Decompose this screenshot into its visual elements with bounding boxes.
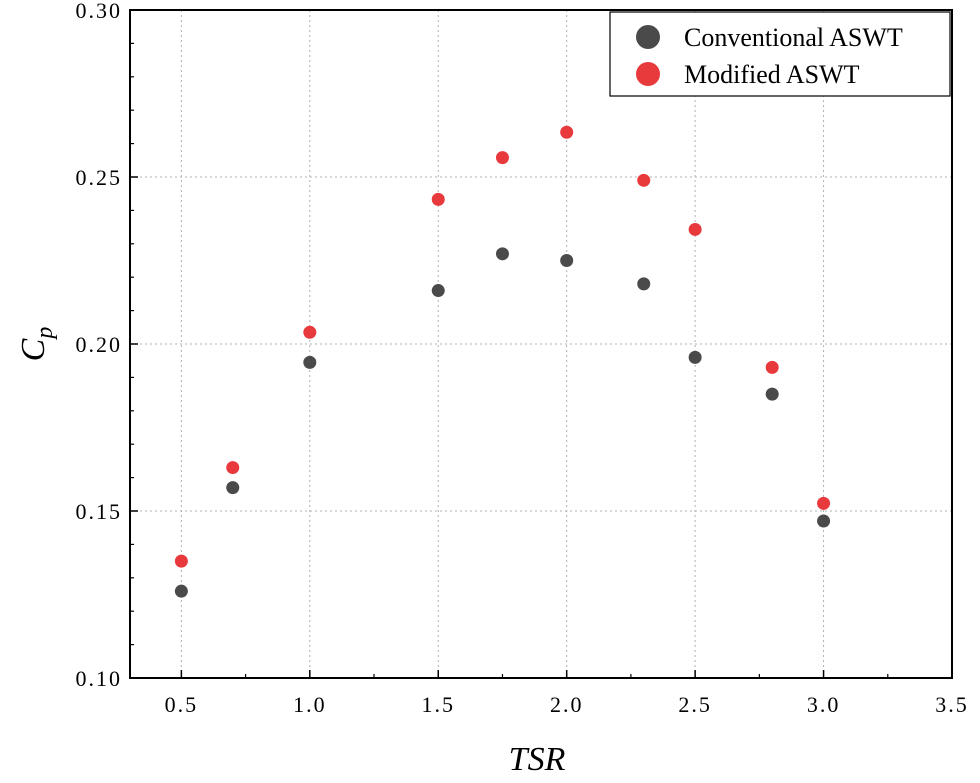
x-tick-label: 3.5 xyxy=(935,692,969,717)
legend-box xyxy=(609,11,951,97)
modified-point xyxy=(765,360,779,374)
x-tick-label: 1.0 xyxy=(293,692,327,717)
legend-marker-modified xyxy=(636,62,660,86)
y-tick-label: 0.20 xyxy=(76,332,123,357)
x-tick-label: 3.0 xyxy=(807,692,841,717)
conventional-point xyxy=(495,247,509,261)
legend-label-modified: Modified ASWT xyxy=(684,60,860,89)
modified-point xyxy=(174,554,188,568)
conventional-point xyxy=(637,277,651,291)
x-axis-title: TSR xyxy=(509,741,566,778)
modified-point xyxy=(431,192,445,206)
conventional-point xyxy=(688,350,702,364)
y-axis-title-subscript: p xyxy=(32,327,58,341)
x-tick-label: 2.5 xyxy=(678,692,712,717)
conventional-point xyxy=(560,254,574,267)
y-axis-title-main: C xyxy=(15,338,52,361)
conventional-point xyxy=(303,355,317,369)
x-tick-label: 0.5 xyxy=(165,692,199,717)
grid-lines xyxy=(130,9,953,679)
x-tick-label: 1.5 xyxy=(422,692,456,717)
modified-point xyxy=(495,151,509,165)
modified-point xyxy=(688,222,702,236)
modified-point xyxy=(303,325,317,339)
modified-point xyxy=(560,125,574,139)
conventional-point xyxy=(817,514,831,528)
data-points xyxy=(174,125,831,598)
legend-label-conventional: Conventional ASWT xyxy=(684,23,903,52)
y-tick-label: 0.25 xyxy=(76,165,123,190)
y-axis-title: Cp xyxy=(15,327,58,362)
legend-marker-conventional xyxy=(636,25,660,49)
conventional-point xyxy=(765,387,779,401)
y-tick-label: 0.10 xyxy=(76,666,123,691)
modified-point xyxy=(637,173,651,187)
tick-labels: 0.5 1.0 1.5 2.0 2.5 3.0 3.5 0.10 0.15 0.20 0.25 0.3… xyxy=(76,0,969,717)
modified-point xyxy=(817,496,831,510)
modified-point xyxy=(226,461,240,475)
plot-frame xyxy=(129,9,953,679)
conventional-point xyxy=(174,584,188,598)
x-tick-label: 2.0 xyxy=(550,692,584,717)
legend: Conventional ASWT Modified ASWT xyxy=(609,11,951,97)
conventional-point xyxy=(431,284,445,298)
y-tick-label: 0.15 xyxy=(76,499,123,524)
y-tick-label: 0.30 xyxy=(76,0,123,23)
conventional-point xyxy=(226,481,240,495)
